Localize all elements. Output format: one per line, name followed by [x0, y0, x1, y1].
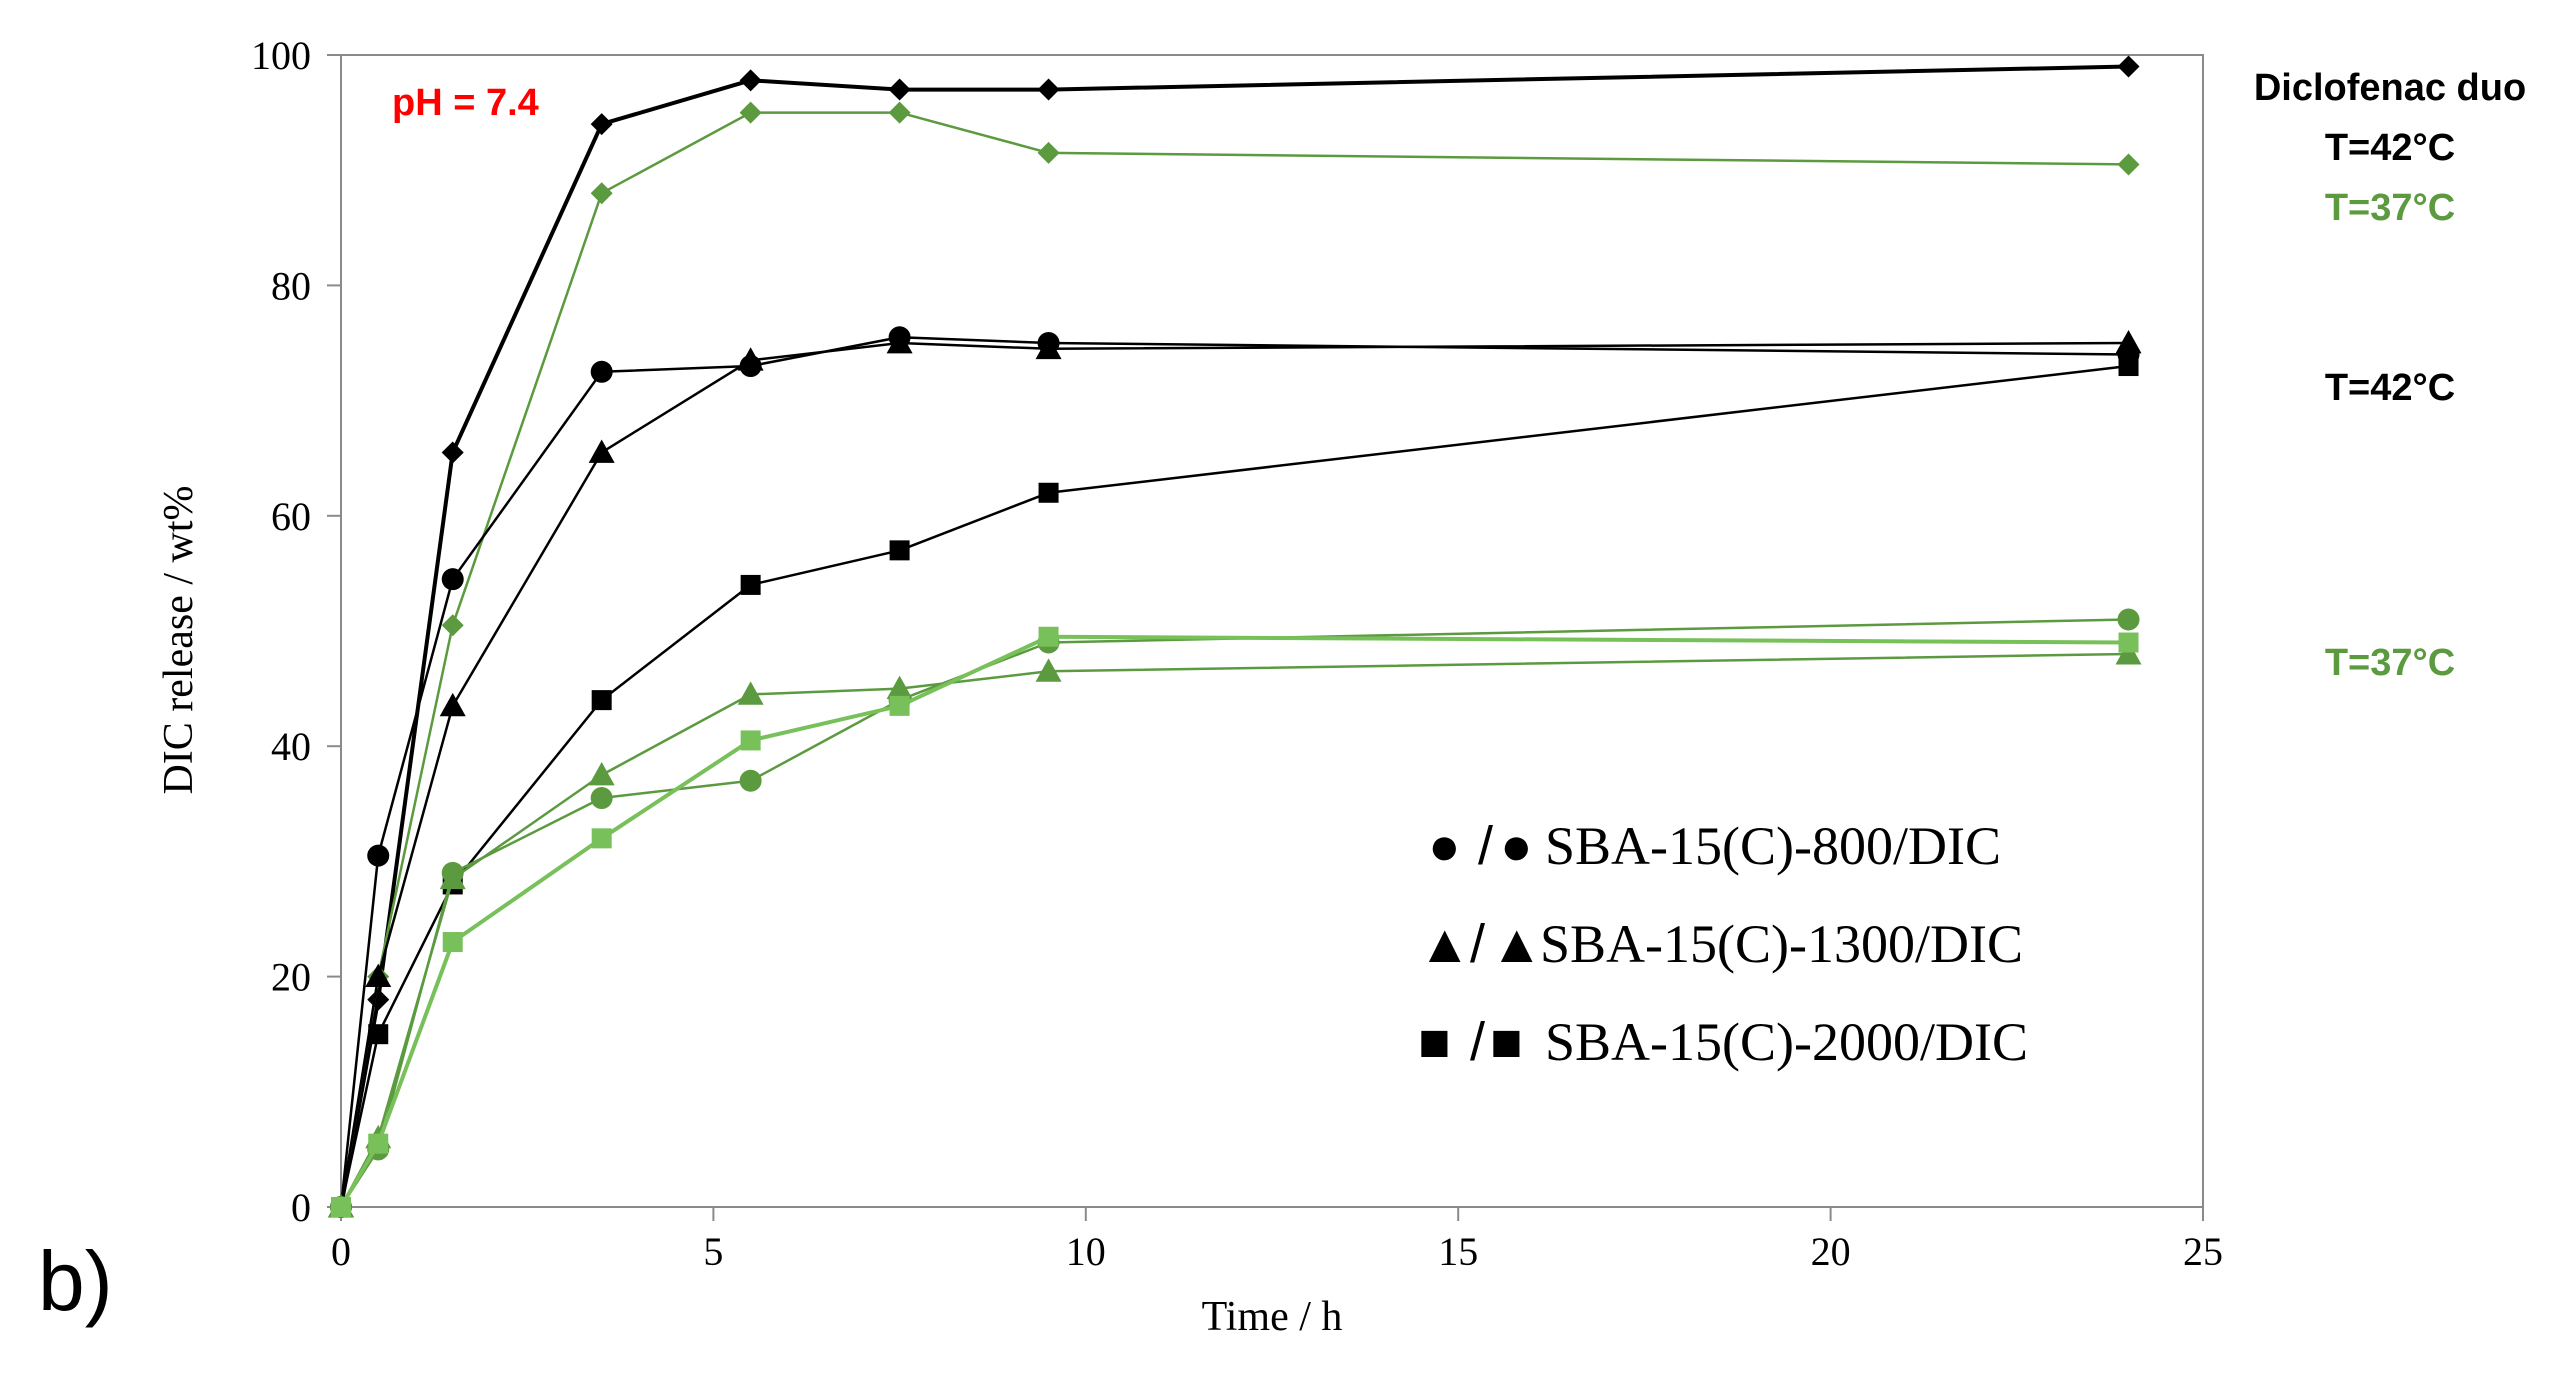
x-tick-label: 15: [1438, 1229, 1478, 1274]
x-tick-label: 5: [703, 1229, 723, 1274]
data-point-triangle: [886, 330, 913, 354]
data-point-diamond: [739, 101, 762, 124]
data-point-triangle: [588, 762, 615, 786]
data-point-square: [591, 828, 612, 849]
data-point-triangle: [365, 963, 392, 987]
data-point-triangle: [886, 675, 913, 699]
legend-800-black-marker: ●: [1428, 816, 1461, 876]
legend-entry-2000: ■ / ■ SBA-15(C)-2000/DIC: [1418, 1012, 2028, 1072]
legend-2000-separator: /: [1470, 1012, 1485, 1072]
group-t42-label: T=42°C: [2325, 367, 2455, 409]
data-point-diamond: [590, 182, 613, 205]
data-point-diamond: [1037, 78, 1060, 101]
legend-800-separator: /: [1478, 816, 1493, 876]
data-point-square: [2118, 632, 2139, 653]
series-7: [331, 626, 2139, 1217]
data-point-diamond: [441, 614, 464, 637]
data-point-diamond: [888, 78, 911, 101]
legend-1300-green-marker: ▲: [1490, 914, 1543, 974]
series-line: [339, 111, 2129, 1208]
legend-800-label: SBA-15(C)-800/DIC: [1545, 816, 2001, 876]
data-point-triangle: [439, 865, 466, 890]
x-axis-title: Time / h: [1202, 1294, 1343, 1340]
legend-1300-label: SBA-15(C)-1300/DIC: [1540, 914, 2023, 974]
series-line: [339, 341, 2129, 1208]
legend-2000-green-marker: ■: [1490, 1012, 1523, 1072]
data-point-square: [2118, 356, 2139, 377]
series-line: [339, 652, 2129, 1208]
data-point-circle: [367, 844, 390, 867]
legend-1300-separator: /: [1470, 914, 1485, 974]
data-point-square: [442, 932, 463, 953]
data-point-triangle: [2115, 641, 2142, 665]
data-point-diamond: [2117, 153, 2140, 176]
data-point-square: [368, 1133, 389, 1154]
series-line: [339, 634, 2129, 1209]
data-point-circle: [441, 568, 464, 591]
data-point-square: [889, 540, 910, 561]
data-point-triangle: [588, 439, 615, 463]
data-point-square: [591, 690, 612, 711]
x-tick-label: 10: [1066, 1229, 1106, 1274]
data-point-square: [368, 1024, 389, 1045]
data-point-square: [331, 1197, 351, 1217]
legend-1300-black-marker: ▲: [1418, 914, 1471, 974]
y-tick-label: 0: [291, 1185, 311, 1230]
y-tick-label: 40: [271, 724, 311, 769]
plot-area: [340, 54, 2204, 1208]
y-tick-label: 20: [271, 955, 311, 1000]
data-point-diamond: [1037, 141, 1060, 164]
data-point-triangle: [2115, 330, 2142, 354]
legend-800-green-marker: ●: [1500, 816, 1533, 876]
series-line: [339, 364, 2129, 1208]
y-axis-title: DIC release / wt%: [156, 485, 202, 794]
data-point-circle: [590, 360, 613, 383]
data-point-square: [740, 730, 761, 751]
y-tick-label: 60: [271, 494, 311, 539]
data-point-square: [740, 574, 761, 595]
panel-label: b): [38, 1234, 113, 1328]
data-point-triangle: [737, 347, 764, 371]
data-point-circle: [739, 769, 762, 792]
data-point-square: [889, 695, 910, 716]
data-point-square: [1038, 626, 1059, 647]
data-point-square: [1038, 482, 1059, 503]
diclofenac-duo-title: Diclofenac duo: [2254, 67, 2526, 109]
y-tick-label: 80: [271, 263, 311, 308]
x-tick-label: 0: [331, 1229, 351, 1274]
legend-2000-label: SBA-15(C)-2000/DIC: [1545, 1012, 2028, 1072]
series-3: [328, 330, 2142, 1218]
data-point-circle: [590, 787, 613, 810]
x-tick-label: 20: [1811, 1229, 1851, 1274]
series-group: [328, 55, 2142, 1218]
series-line: [339, 335, 2129, 1208]
data-point-triangle: [1035, 335, 1062, 360]
legend: ● / ● SBA-15(C)-800/DIC ▲ / ▲ SBA-15(C)-…: [1418, 816, 2028, 1072]
ph-annotation: pH = 7.4: [392, 82, 539, 124]
group-t37-label: T=37°C: [2325, 642, 2455, 684]
legend-entry-1300: ▲ / ▲ SBA-15(C)-1300/DIC: [1418, 914, 2023, 974]
data-point-circle: [2117, 608, 2140, 631]
series-line: [339, 64, 2129, 1208]
data-point-diamond: [2117, 55, 2140, 78]
diclofenac-t42-label: T=42°C: [2325, 127, 2455, 169]
data-point-diamond: [739, 69, 762, 92]
data-point-triangle: [1035, 658, 1062, 682]
diclofenac-t37-label: T=37°C: [2325, 187, 2455, 229]
y-tick-label: 100: [251, 33, 311, 78]
data-point-triangle: [737, 681, 764, 705]
data-point-diamond: [888, 101, 911, 124]
x-tick-label: 25: [2183, 1229, 2223, 1274]
data-point-diamond: [441, 441, 464, 464]
axes: 0 5 10 15 20 25 0 20 40 60 80 100: [251, 33, 2223, 1274]
data-point-triangle: [439, 692, 466, 717]
legend-entry-800: ● / ● SBA-15(C)-800/DIC: [1428, 816, 2001, 876]
legend-2000-black-marker: ■: [1418, 1012, 1451, 1072]
data-point-diamond: [590, 113, 613, 136]
